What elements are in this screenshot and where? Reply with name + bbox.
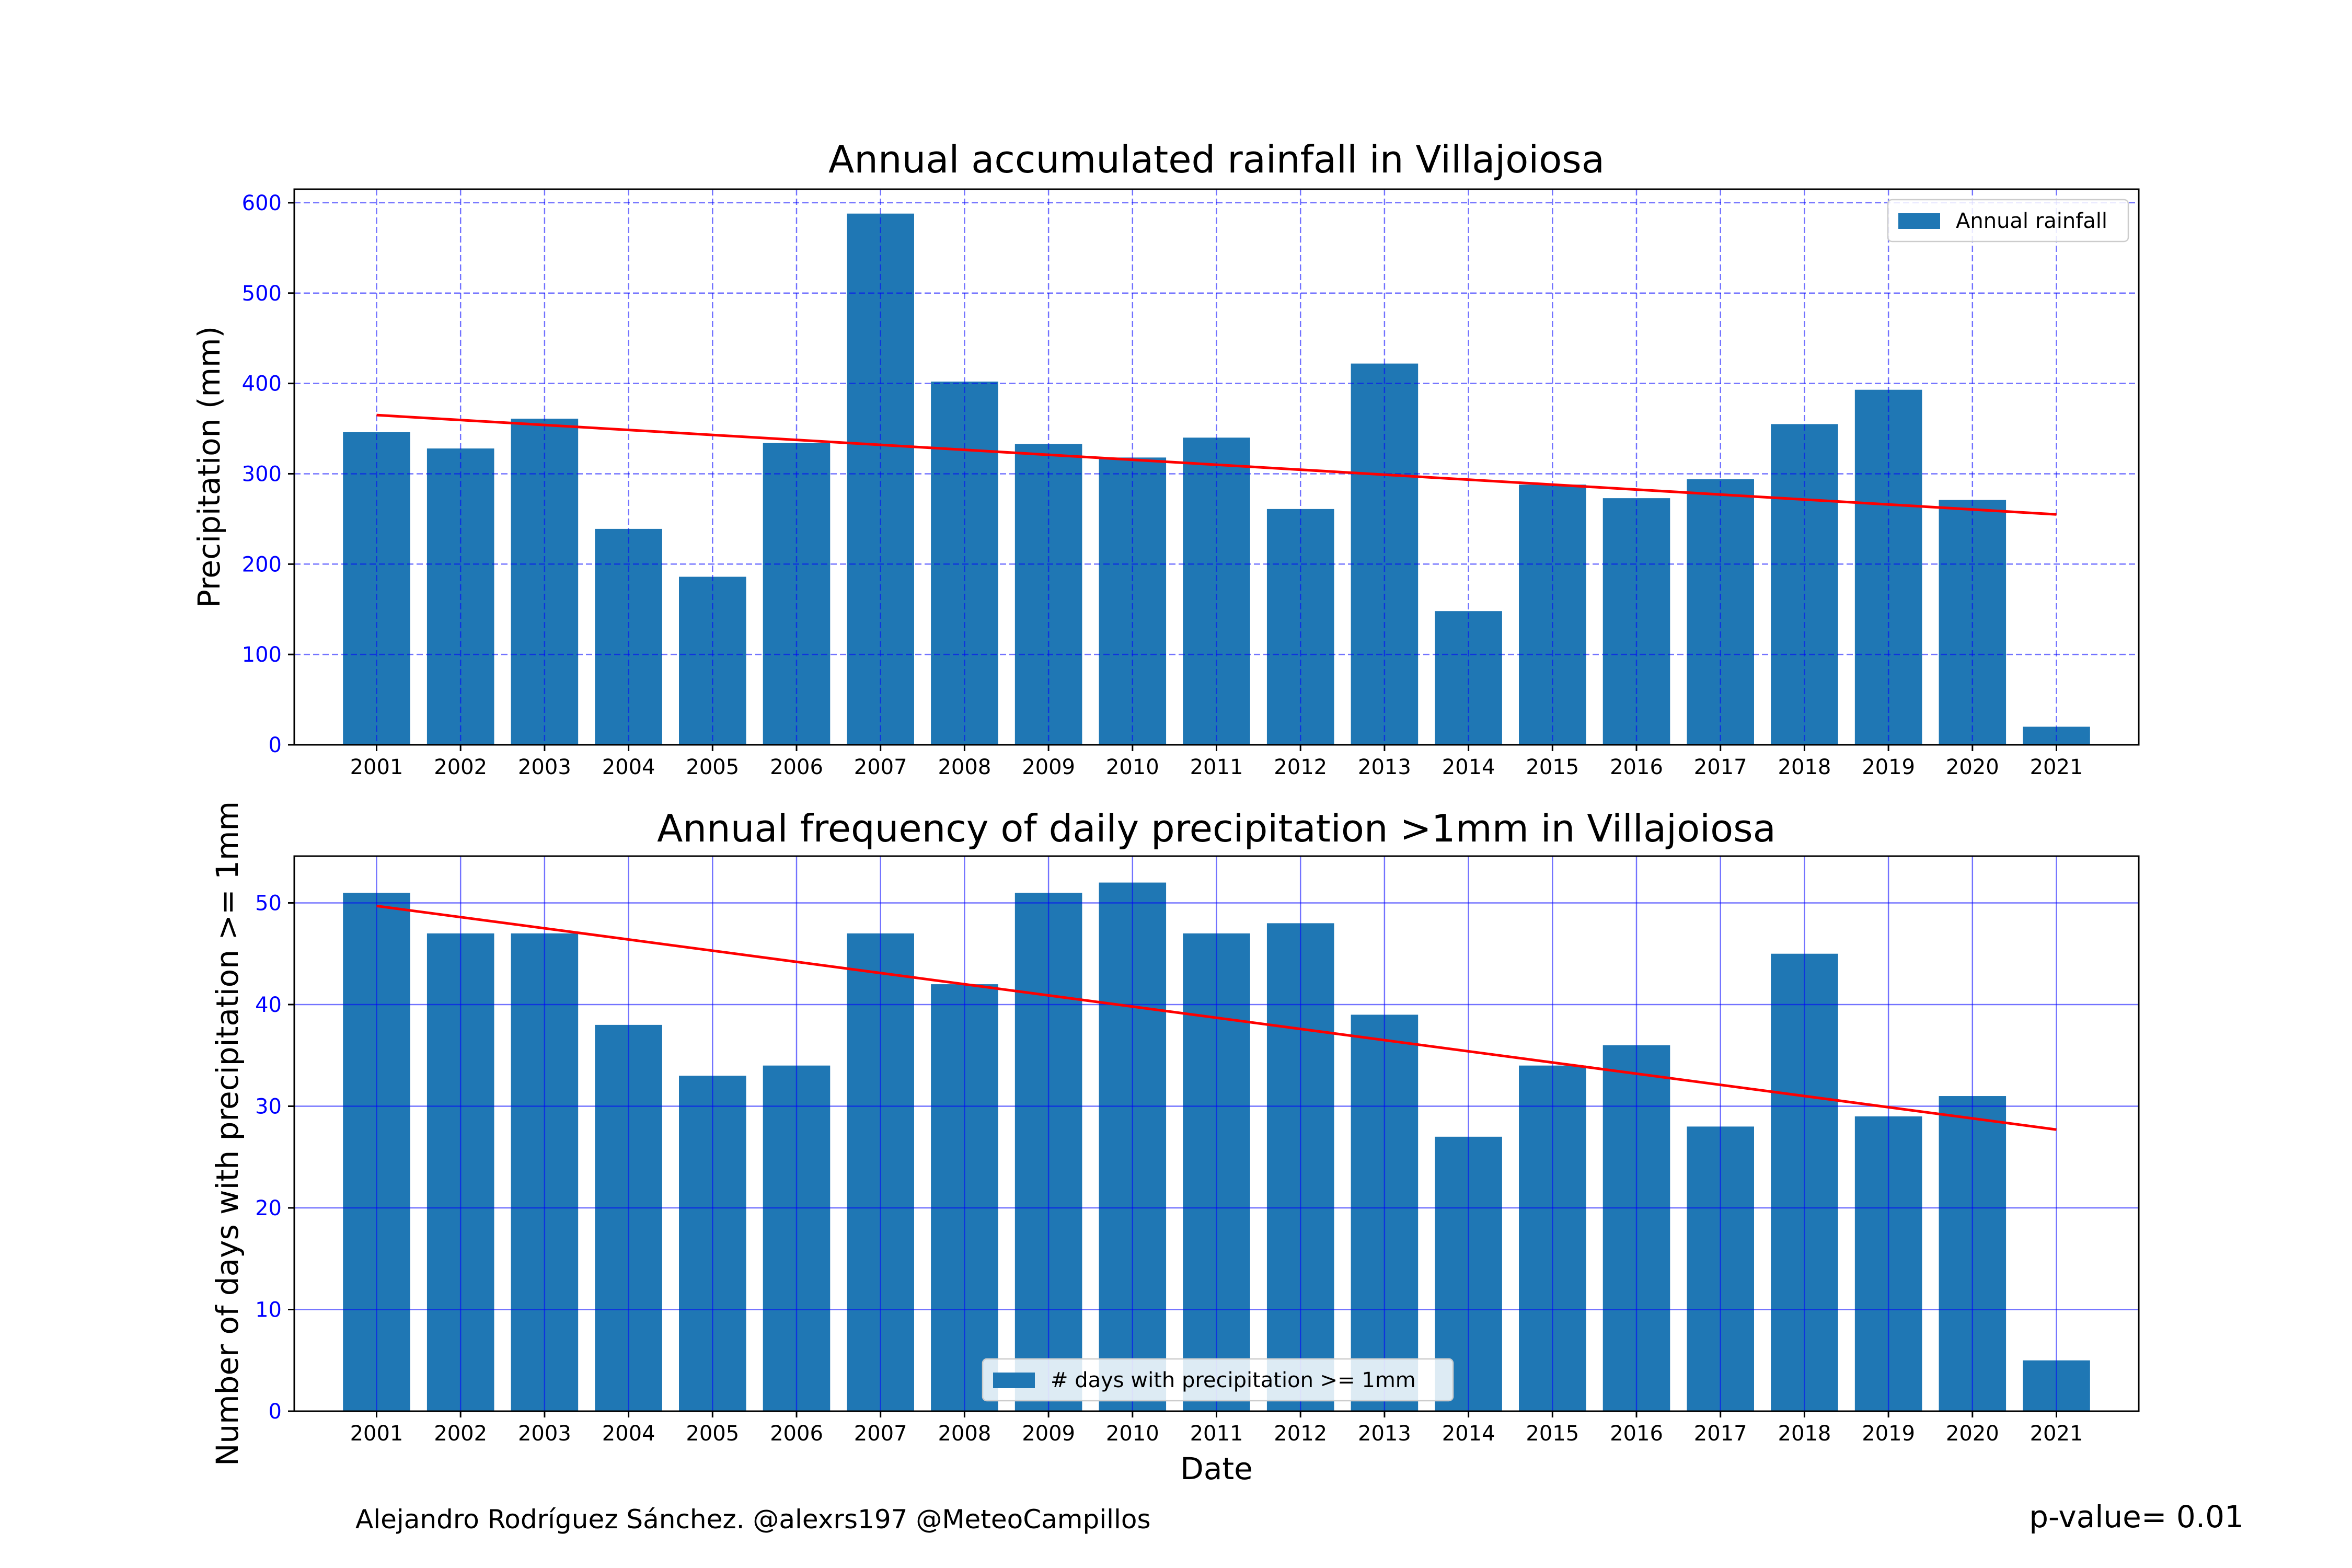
frequency-xtick-label-2003: 2003 — [518, 1422, 571, 1446]
frequency-xtick-label-2012: 2012 — [1274, 1422, 1327, 1446]
rainfall-ytick-label-300: 300 — [242, 462, 282, 486]
rainfall-xtick-label-2003: 2003 — [518, 755, 571, 779]
frequency-xtick-label-2018: 2018 — [1778, 1422, 1831, 1446]
rainfall-xtick-label-2016: 2016 — [1610, 755, 1663, 779]
frequency-trend-line — [376, 904, 2057, 1131]
rainfall-xtick-label-2009: 2009 — [1022, 755, 1075, 779]
rainfall-xtick-label-2004: 2004 — [602, 755, 655, 779]
frequency-xtick-label-2007: 2007 — [854, 1422, 907, 1446]
rainfall-xtick-label-2021: 2021 — [2030, 755, 2083, 779]
rainfall-ytick-label-600: 600 — [242, 191, 282, 215]
frequency-chart-title: Annual frequency of daily precipitation … — [657, 806, 1776, 850]
rainfall-xtick-label-2019: 2019 — [1862, 755, 1915, 779]
rainfall-legend-label: Annual rainfall — [1956, 209, 2107, 233]
frequency-ytick-label-20: 20 — [255, 1196, 282, 1220]
frequency-xtick-label-2002: 2002 — [434, 1422, 487, 1446]
rainfall-xtick-label-2013: 2013 — [1358, 755, 1411, 779]
frequency-xtick-label-2016: 2016 — [1610, 1422, 1663, 1446]
rainfall-xtick-label-2006: 2006 — [770, 755, 823, 779]
frequency-x-axis-label: Date — [1180, 1451, 1253, 1486]
frequency-xtick-label-2015: 2015 — [1526, 1422, 1579, 1446]
author-credit: Alejandro Rodríguez Sánchez. @alexrs197 … — [355, 1504, 1151, 1535]
rainfall-legend-swatch — [1898, 213, 1940, 229]
rainfall-ytick-label-100: 100 — [242, 643, 282, 667]
frequency-legend-swatch — [993, 1373, 1035, 1388]
frequency-legend-box — [982, 1358, 1454, 1402]
rainfall-xtick-label-2002: 2002 — [434, 755, 487, 779]
rainfall-chart-title: Annual accumulated rainfall in Villajoio… — [828, 137, 1605, 181]
rainfall-y-axis-label: Precipitation (mm) — [191, 326, 227, 608]
frequency-ytick-label-30: 30 — [255, 1094, 282, 1119]
rainfall-ytick-label-400: 400 — [242, 372, 282, 396]
rainfall-xtick-label-2018: 2018 — [1778, 755, 1831, 779]
rainfall-xtick-label-2014: 2014 — [1442, 755, 1495, 779]
rainfall-xtick-label-2012: 2012 — [1274, 755, 1327, 779]
frequency-xtick-label-2004: 2004 — [602, 1422, 655, 1446]
frequency-ytick-label-40: 40 — [255, 993, 282, 1017]
rainfall-ytick-label-500: 500 — [242, 282, 282, 306]
rainfall-xtick-label-2020: 2020 — [1946, 755, 1999, 779]
rainfall-xtick-label-2008: 2008 — [938, 755, 991, 779]
frequency-xtick-label-2005: 2005 — [686, 1422, 739, 1446]
frequency-xtick-label-2017: 2017 — [1694, 1422, 1747, 1446]
frequency-xtick-label-2019: 2019 — [1862, 1422, 1915, 1446]
frequency-ytick-label-0: 0 — [269, 1400, 282, 1424]
rainfall-legend-box — [1887, 199, 2129, 243]
rainfall-ytick-label-200: 200 — [242, 552, 282, 577]
rainfall-bar-2014 — [1435, 611, 1502, 745]
frequency-xtick-label-2009: 2009 — [1022, 1422, 1075, 1446]
frequency-xtick-label-2013: 2013 — [1358, 1422, 1411, 1446]
frequency-xtick-label-2001: 2001 — [350, 1422, 403, 1446]
frequency-xtick-label-2020: 2020 — [1946, 1422, 1999, 1446]
rainfall-xtick-label-2011: 2011 — [1190, 755, 1243, 779]
frequency-xtick-label-2014: 2014 — [1442, 1422, 1495, 1446]
frequency-xtick-label-2021: 2021 — [2030, 1422, 2083, 1446]
rainfall-xtick-label-2007: 2007 — [854, 755, 907, 779]
rainfall-ytick-label-0: 0 — [269, 733, 282, 757]
rainfall-xtick-label-2015: 2015 — [1526, 755, 1579, 779]
rainfall-xtick-label-2010: 2010 — [1106, 755, 1159, 779]
frequency-legend-label: # days with precipitation >= 1mm — [1051, 1368, 1416, 1392]
rainfall-trend-line — [376, 413, 2057, 516]
frequency-ytick-label-50: 50 — [255, 891, 282, 915]
frequency-xtick-label-2011: 2011 — [1190, 1422, 1243, 1446]
p-value-label: p-value= 0.01 — [2029, 1499, 2244, 1535]
rainfall-xtick-label-2017: 2017 — [1694, 755, 1747, 779]
frequency-xtick-label-2010: 2010 — [1106, 1422, 1159, 1446]
frequency-ytick-label-10: 10 — [255, 1298, 282, 1322]
rainfall-xtick-label-2001: 2001 — [350, 755, 403, 779]
frequency-xtick-label-2008: 2008 — [938, 1422, 991, 1446]
frequency-y-axis-label: Number of days with precipitation >= 1mm — [210, 801, 245, 1466]
rainfall-xtick-label-2005: 2005 — [686, 755, 739, 779]
frequency-xtick-label-2006: 2006 — [770, 1422, 823, 1446]
